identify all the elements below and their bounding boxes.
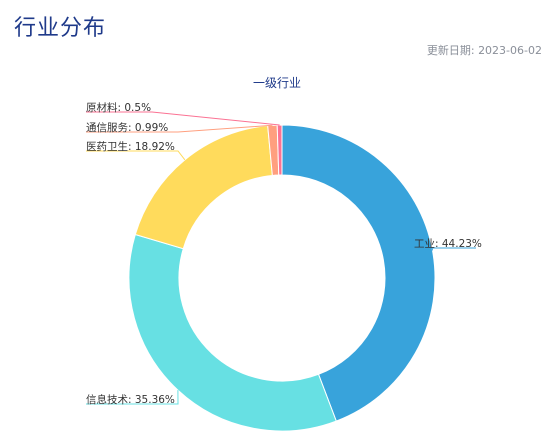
label-leader-line-0 <box>431 247 476 251</box>
update-date-label: 更新日期: <box>426 44 475 57</box>
label-leader-line-2 <box>86 150 186 161</box>
labels-layer: 工业: 44.23% 信息技术: 35.36% 医药卫生: 18.92% 通信服务: … <box>86 101 482 406</box>
update-date-row: 更新日期: 2023-06-02 <box>427 42 542 58</box>
slice-label-3: 通信服务: 0.99% <box>86 121 168 134</box>
slice-label-1: 信息技术: 35.36% <box>86 393 175 406</box>
slice-label-4: 原材料: 0.5% <box>86 101 151 114</box>
update-date-value: 2023-06-02 <box>478 44 542 57</box>
chart-title: 一级行业 <box>252 76 301 90</box>
label-leader-line-4 <box>86 111 280 126</box>
slice-label-0: 工业: 44.23% <box>414 238 482 250</box>
donut-slice-0[interactable] <box>281 124 436 422</box>
page-title: 行业分布 <box>14 16 107 41</box>
label-leader-line-3 <box>86 124 273 133</box>
label-leader-line-1 <box>86 390 179 405</box>
slice-label-2: 医药卫生: 18.92% <box>86 140 175 153</box>
donut-slice-1[interactable] <box>128 233 337 432</box>
slices-layer <box>128 124 436 432</box>
